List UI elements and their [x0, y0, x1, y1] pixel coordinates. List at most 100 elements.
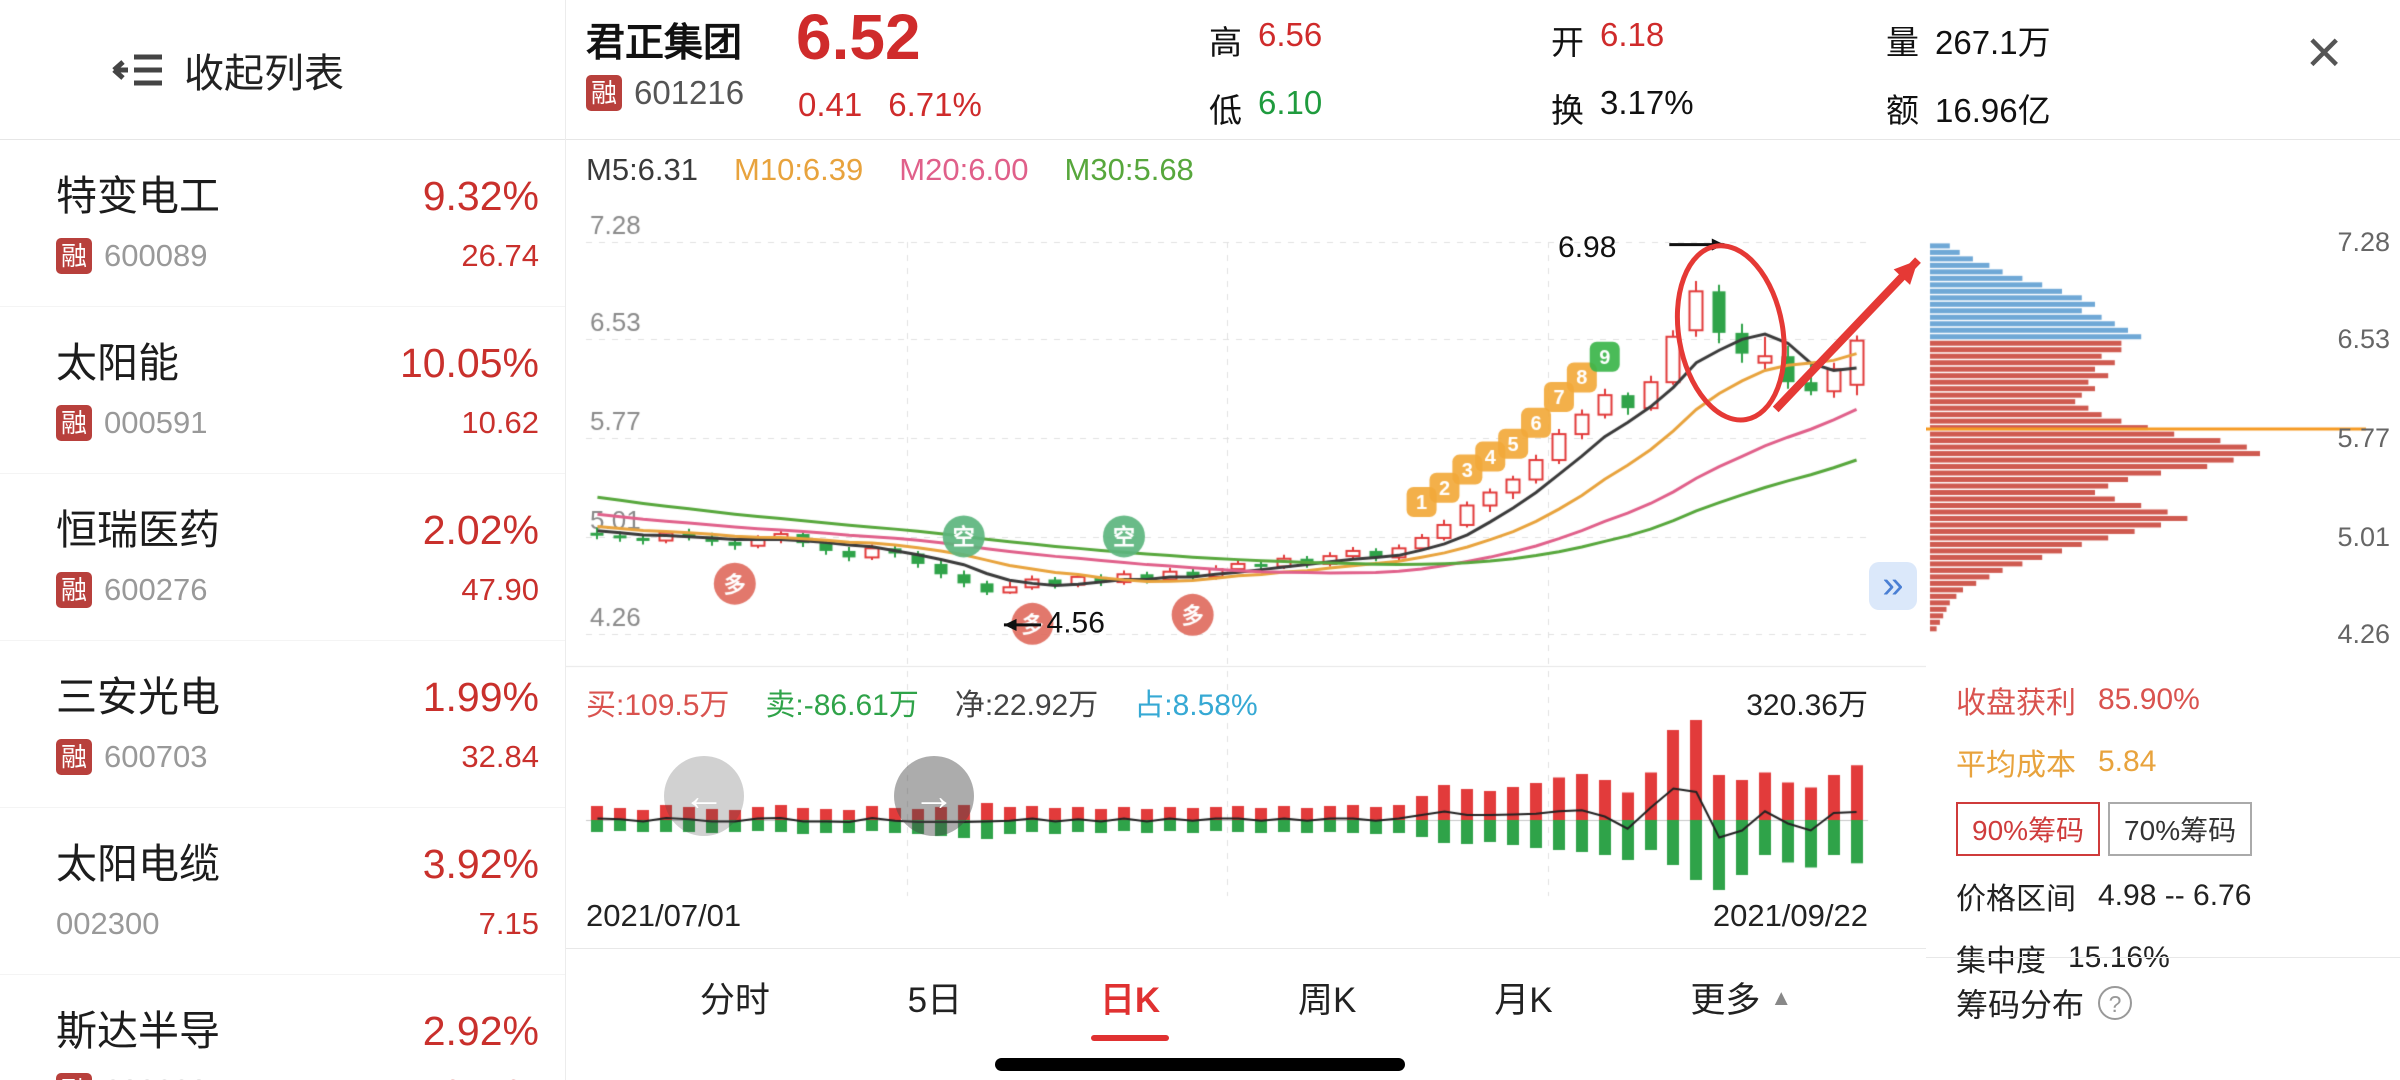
open-label: 开 [1551, 24, 1584, 61]
tab-daily-k[interactable]: 日K [1096, 964, 1164, 1031]
profit-label: 收盘获利 [1956, 687, 2076, 720]
net-volume: 净:22.92万 [954, 689, 1099, 722]
volume-stats: 买:109.5万 卖:-86.61万 净:22.92万 占:8.58% [586, 680, 1258, 724]
stock-code: 000591 [104, 405, 208, 440]
low-value: 6.10 [1258, 84, 1323, 121]
chip-axis-tick: 7.28 [2337, 227, 2390, 257]
open-value: 6.18 [1600, 16, 1665, 53]
stock-name: 三安光电 [56, 674, 220, 720]
concentration-value: 15.16% [2068, 941, 2170, 974]
price-range-label: 价格区间 [1956, 883, 2076, 916]
turnover-value: 3.17% [1600, 84, 1694, 121]
stock-name: 太阳能 [56, 340, 179, 386]
stock-value: 26.74 [461, 238, 539, 273]
collapse-list-button[interactable]: 收起列表 [0, 0, 565, 140]
tab-more[interactable]: 更多 ▲ [1690, 981, 1793, 1020]
stock-list-item[interactable]: 三安光电 1.99% 融 600703 32.84 [0, 641, 565, 808]
stock-list-item[interactable]: 太阳能 10.05% 融 000591 10.62 [0, 307, 565, 474]
stock-list-item[interactable]: 恒瑞医药 2.02% 融 600276 47.90 [0, 474, 565, 641]
volume-share: 占:8.58% [1134, 689, 1258, 722]
stock-pct: 1.99% [422, 674, 539, 720]
price-change-pct: 6.71% [888, 86, 982, 123]
home-indicator[interactable] [995, 1058, 1405, 1071]
stock-header: 君正集团 融 601216 6.52 0.41 6.71% 高 6.56 低 6.1… [566, 0, 2400, 140]
divider [1926, 957, 2400, 958]
last-price: 6.52 [796, 1, 921, 73]
stock-name: 斯达半导 [56, 1008, 220, 1054]
arrow-left-icon: ← [683, 772, 725, 819]
stock-value: 32.84 [461, 739, 539, 774]
stock-value: 277.64 [444, 1073, 539, 1080]
chip-axis-tick: 6.53 [2337, 324, 2390, 354]
stock-list-item[interactable]: 斯达半导 2.92% 融 603290 277.64 [0, 975, 565, 1080]
margin-badge: 融 [586, 75, 622, 111]
close-icon[interactable]: × [2306, 18, 2343, 87]
stock-name: 特变电工 [56, 173, 220, 219]
price-change: 0.41 [798, 86, 863, 123]
stock-list-item[interactable]: 特变电工 9.32% 融 600089 26.74 [0, 140, 565, 307]
chip-axis-tick: 5.77 [2337, 423, 2390, 453]
chips-90-button[interactable]: 90%筹码 [1956, 802, 2101, 856]
chips-70-button[interactable]: 70%筹码 [2108, 802, 2253, 856]
stock-code: 600089 [104, 238, 208, 273]
tab-monthly-k[interactable]: 月K [1494, 981, 1553, 1020]
stock-pct: 10.05% [399, 340, 539, 386]
volume-value: 267.1万 [1935, 24, 2051, 61]
avg-cost-value: 5.84 [2098, 745, 2157, 778]
help-icon[interactable]: ? [2098, 986, 2133, 1020]
stock-pct: 3.92% [422, 841, 539, 887]
chip-distribution-chart [1926, 140, 2400, 940]
buy-volume: 买:109.5万 [586, 689, 730, 722]
volume-label: 量 [1886, 24, 1919, 61]
amount-value: 16.96亿 [1935, 92, 2051, 129]
stock-value: 47.90 [461, 572, 539, 607]
arrow-right-icon: → [913, 772, 955, 819]
next-button[interactable]: → [894, 756, 974, 836]
stock-code: 601216 [634, 74, 745, 111]
high-value: 6.56 [1258, 16, 1323, 53]
stock-code: 600276 [104, 572, 208, 607]
chip-axis-tick: 5.01 [2337, 522, 2390, 552]
margin-badge: 融 [56, 739, 92, 775]
amount-label: 额 [1886, 92, 1919, 129]
stock-value: 10.62 [461, 405, 539, 440]
low-label: 低 [1209, 92, 1242, 129]
profit-value: 85.90% [2098, 683, 2200, 716]
price-range-value: 4.98 -- 6.76 [2098, 879, 2252, 912]
chip-distribution-title: 筹码分布 [1956, 987, 2085, 1023]
tab-5day[interactable]: 5日 [907, 981, 963, 1020]
margin-badge: 融 [56, 1073, 92, 1080]
high-label: 高 [1209, 24, 1242, 61]
stock-code: 002300 [56, 906, 160, 941]
prev-button[interactable]: ← [664, 756, 744, 836]
margin-badge: 融 [56, 238, 92, 274]
stock-name: 太阳电缆 [56, 841, 220, 887]
collapse-list-icon [112, 54, 162, 85]
stock-code: 603290 [104, 1073, 207, 1080]
sell-volume: 卖:-86.61万 [765, 689, 919, 722]
period-tabs: 分时 5日 日K 周K 月K 更多 ▲ [566, 948, 1926, 1046]
tab-weekly-k[interactable]: 周K [1298, 981, 1357, 1020]
collapse-list-label: 收起列表 [184, 51, 344, 96]
margin-badge: 融 [56, 572, 92, 608]
tab-minute[interactable]: 分时 [699, 981, 770, 1020]
concentration-label: 集中度 [1956, 945, 2046, 978]
stock-name: 恒瑞医药 [56, 507, 220, 553]
kline-chart[interactable] [566, 140, 1926, 940]
stock-pct: 2.92% [422, 1008, 539, 1054]
volume-max-label: 320.36万 [1746, 689, 1868, 722]
date-range-start: 2021/07/01 [586, 898, 742, 933]
date-range-end: 2021/09/22 [1712, 898, 1868, 933]
chip-stats: 收盘获利 85.90% 平均成本 5.84 90%筹码 70%筹码 价格区间 4.98… [1956, 678, 2253, 998]
stock-value: 7.15 [478, 906, 539, 941]
margin-badge: 融 [56, 405, 92, 441]
stock-code: 600703 [104, 739, 208, 774]
stock-pct: 9.32% [422, 173, 539, 219]
stock-title: 君正集团 [586, 22, 743, 65]
more-caret-icon: ▲ [1770, 984, 1793, 1010]
avg-cost-label: 平均成本 [1956, 749, 2076, 782]
expand-chart-button[interactable]: » [1869, 562, 1917, 610]
